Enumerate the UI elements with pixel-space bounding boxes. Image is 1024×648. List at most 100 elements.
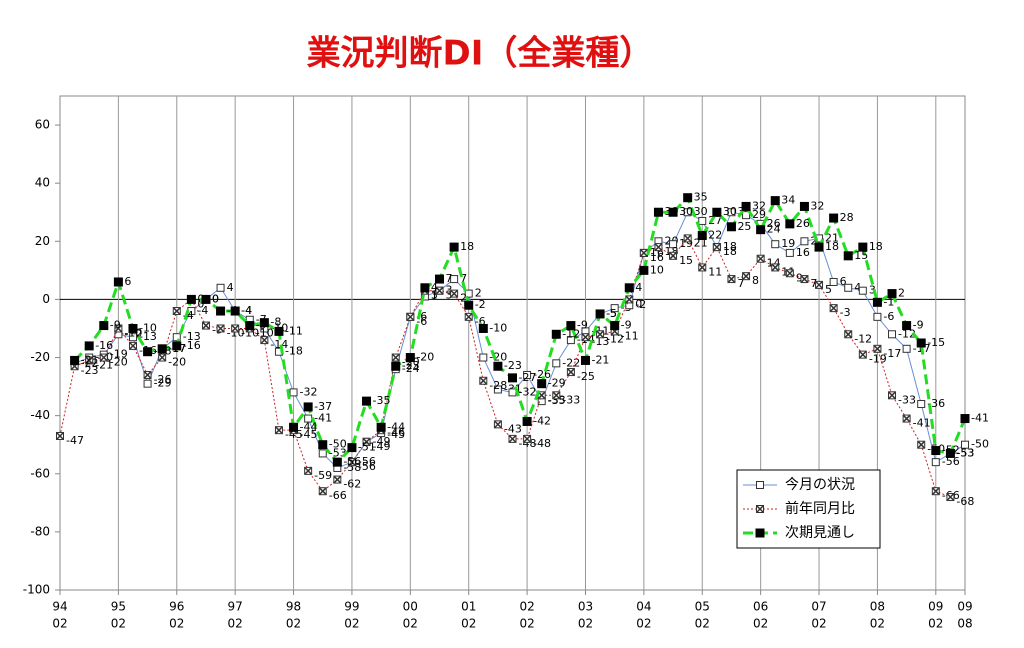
y-tick-label: -100 [23,583,50,597]
data-label: -4 [197,304,208,317]
data-label: -10 [256,326,274,339]
data-label: -11 [285,324,303,337]
x-tick-label: 94 [52,600,67,614]
data-label: 0 [635,297,642,310]
data-label: 6 [124,275,131,288]
data-label: -56 [358,460,376,473]
data-label: -13 [183,330,201,343]
data-label: -12 [854,332,872,345]
data-label: -23 [504,359,522,372]
marker-cross [56,432,64,440]
marker [931,458,940,467]
x-tick-label: 02 [753,617,768,631]
marker-cross [158,353,166,362]
marker [303,402,313,412]
x-tick-label: 02 [286,617,301,631]
data-label: 11 [708,265,722,278]
marker-cross [654,243,662,251]
x-tick-label: 97 [228,600,243,614]
marker [405,353,415,363]
data-label: -41 [314,412,332,425]
marker [858,286,867,295]
data-label: -11 [621,329,639,342]
marker [216,283,225,292]
data-label: -10 [139,321,157,334]
data-label: -12 [562,327,580,340]
data-label: -50 [971,438,989,451]
data-label: 30 [723,205,737,218]
marker [697,230,707,240]
data-label: 35 [694,191,708,204]
marker [566,321,576,331]
marker [289,422,299,432]
marker-cross [538,391,546,399]
x-tick-label: 06 [753,600,768,614]
legend-label: 今月の状況 [785,477,855,493]
marker [624,283,634,293]
data-label: -3 [840,306,851,319]
marker [143,379,152,388]
data-label: 28 [840,211,854,224]
marker-cross [786,269,794,277]
marker [785,219,795,229]
y-tick-label: 60 [35,118,50,132]
data-label: -53 [956,446,974,459]
marker [318,449,327,458]
x-tick-label: 98 [286,600,301,614]
data-label: 26 [767,217,781,230]
marker-cross [114,324,122,333]
marker-cross [363,438,371,446]
x-tick-label: 04 [636,600,651,614]
marker-cross [581,333,590,341]
marker-cross [625,295,633,303]
y-tick-label: -60 [30,466,50,480]
marker-cross [508,435,517,443]
marker-cross [304,467,312,475]
x-tick-label: 02 [344,617,359,631]
data-label: 2 [460,292,467,305]
data-label: -32 [300,385,318,398]
data-label: 0 [197,297,204,310]
marker [610,321,620,331]
marker-cross [144,371,152,379]
y-tick-label: 40 [35,176,50,190]
marker [376,422,386,432]
x-tick-label: 02 [811,617,826,631]
y-tick-label: -80 [30,524,50,538]
marker [493,361,503,371]
x-tick-label: 02 [636,617,651,631]
x-tick-label: 02 [870,617,885,631]
marker-cross [450,290,458,298]
data-label: 4 [227,281,234,294]
x-tick-label: 02 [578,617,593,631]
legend-label: 次期見通し [785,525,855,541]
marker-cross [231,324,239,333]
data-label: -20 [110,356,128,369]
marker-cross [932,487,940,495]
marker [653,207,663,217]
marker [84,341,94,351]
data-label: -62 [343,478,361,491]
data-label: -21 [95,358,113,371]
data-label: 3 [869,284,876,297]
data-label: -41 [971,412,989,425]
marker [493,385,502,394]
data-label: -27 [519,371,537,384]
data-label: -47 [66,434,84,447]
data-label: 34 [781,194,795,207]
marker-cross [523,435,531,443]
data-label: -56 [358,455,376,468]
marker [669,240,678,249]
marker [800,237,809,246]
data-label: -9 [913,319,924,332]
marker [128,333,137,342]
data-label: -51 [358,441,376,454]
marker [873,312,882,321]
marker-cross [771,263,779,271]
marker [143,347,153,357]
marker [580,355,590,365]
data-label: 30 [679,205,693,218]
marker [858,242,868,252]
data-label: 7 [810,277,817,290]
data-label: -35 [373,394,391,407]
